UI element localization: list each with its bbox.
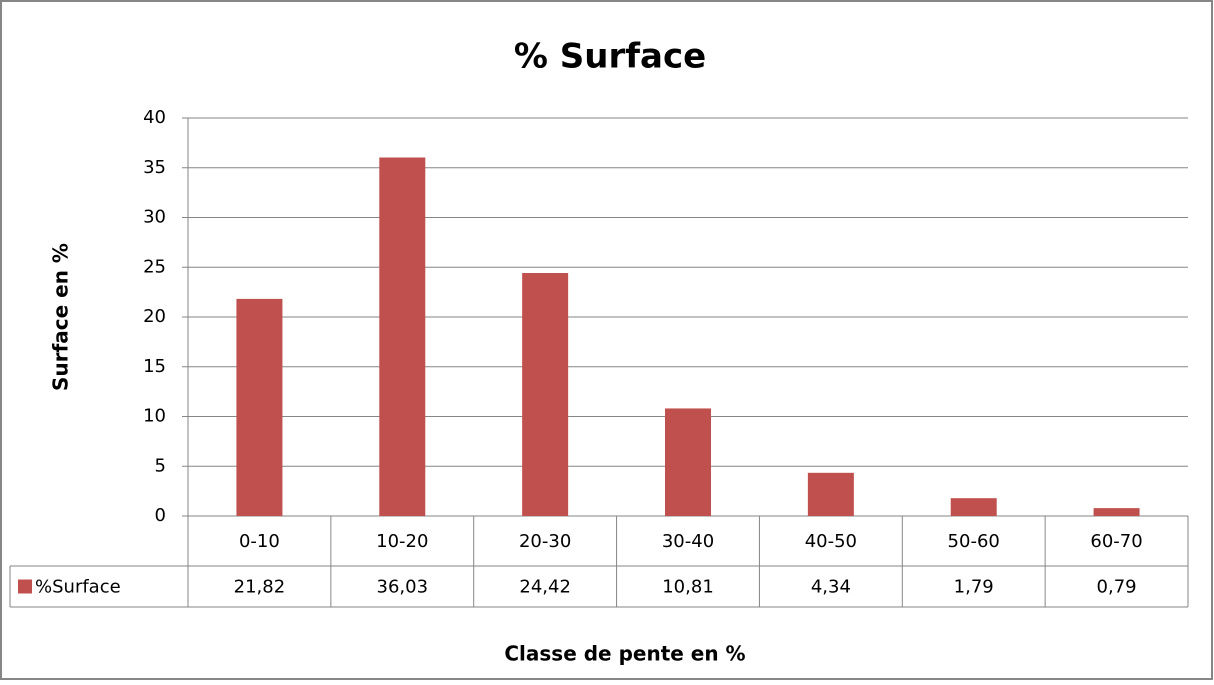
bar (379, 157, 426, 516)
y-tick-label: 10 (143, 406, 166, 427)
y-tick-label: 5 (155, 455, 166, 476)
bar (236, 298, 283, 516)
table-value: 0,79 (1097, 577, 1137, 598)
x-tick-label: 20-30 (519, 531, 571, 552)
x-tick-label: 0-10 (239, 531, 280, 552)
table-value: 24,42 (519, 577, 571, 598)
x-tick-label: 10-20 (376, 531, 428, 552)
x-tick-label: 50-60 (948, 531, 1000, 552)
legend-swatch (18, 579, 32, 594)
x-tick-label: 30-40 (662, 531, 714, 552)
table-value: 1,79 (954, 577, 994, 598)
bar (950, 498, 997, 516)
y-tick-label: 35 (143, 157, 166, 178)
legend-label: %Surface (35, 577, 121, 598)
y-tick-label: 0 (155, 505, 166, 526)
table-value: 21,82 (234, 577, 286, 598)
y-axis-label: Surface en % (49, 243, 73, 391)
bar (665, 408, 711, 516)
table-value: 36,03 (377, 577, 429, 598)
y-tick-label: 40 (143, 107, 166, 128)
y-tick-label: 25 (143, 256, 166, 277)
x-tick-label: 60-70 (1090, 531, 1142, 552)
bar (807, 472, 854, 516)
x-tick-label: 40-50 (805, 531, 857, 552)
y-tick-label: 30 (143, 207, 166, 228)
table-value: 10,81 (662, 577, 714, 598)
y-tick-label: 20 (143, 306, 166, 327)
y-tick-label: 15 (143, 356, 166, 377)
x-axis-label: Classe de pente en % (504, 642, 745, 666)
chart-title: % Surface (514, 37, 706, 77)
bar (1093, 508, 1140, 516)
table-value: 4,34 (811, 577, 851, 598)
bar (522, 273, 569, 516)
